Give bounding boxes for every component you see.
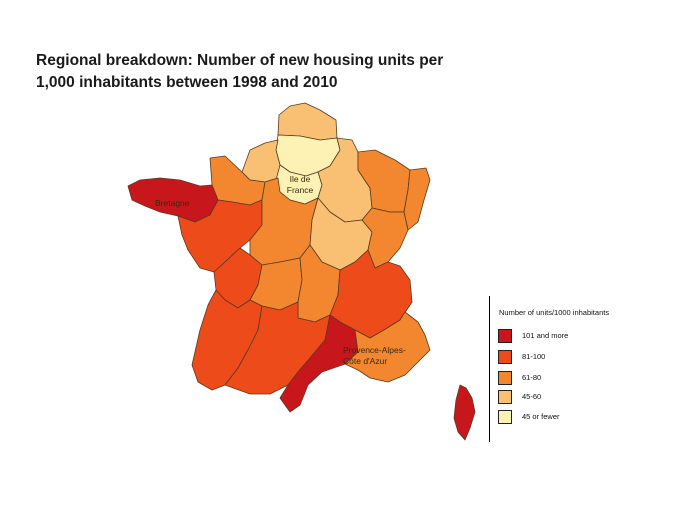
label-ile-de-france-line2: France [286,185,314,195]
legend-label: 101 and more [522,331,569,340]
legend-label: 45 or fewer [522,412,560,421]
label-ile-de-france-line1: Ile de [289,174,311,184]
legend-swatch [498,390,512,404]
region-haute-normandie[interactable] [241,139,281,183]
map-title: Regional breakdown: Number of new housin… [36,52,444,91]
region-franche-comte[interactable] [361,207,409,269]
map-legend: Number of units/1000 inhabitants 101 and… [489,296,630,442]
region-paca[interactable] [344,311,431,383]
region-corse[interactable] [453,384,476,441]
label-paca: Provence-Alpes- Côte d'Azur [343,345,406,367]
label-paca-line2: Côte d'Azur [343,356,388,366]
legend-label: 81-100 [522,352,546,361]
legend-title: Number of units/1000 inhabitants [499,308,610,317]
legend-label: 45-60 [522,392,542,401]
label-bretagne: Bretagne [155,198,190,208]
label-ile-de-france: Ile de France [280,174,320,196]
legend-swatch [498,410,512,424]
label-paca-line1: Provence-Alpes- [343,345,406,355]
legend-swatch [498,371,512,385]
legend-label: 61-80 [522,373,542,382]
region-alsace[interactable] [403,167,431,231]
legend-swatch [498,350,512,364]
region-nord-pas-de-calais[interactable] [277,102,338,141]
legend-swatch [498,329,512,343]
